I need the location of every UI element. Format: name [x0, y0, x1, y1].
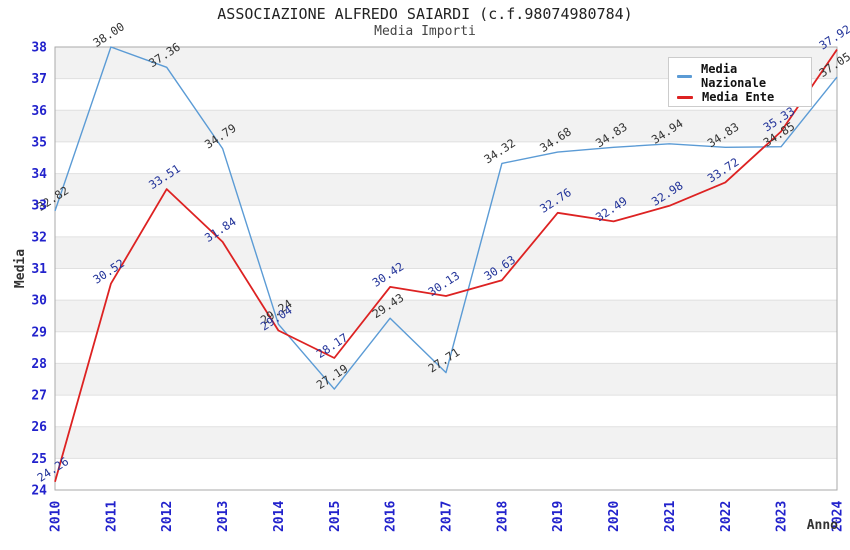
x-tick-label: 2019: [551, 501, 566, 532]
legend-swatch-ente-icon: [677, 95, 693, 99]
y-tick-label: 35: [31, 135, 47, 150]
y-axis-title: Media: [13, 249, 28, 288]
y-tick-label: 28: [31, 357, 47, 372]
y-tick-label: 24: [31, 484, 47, 499]
y-tick-label: 36: [31, 104, 47, 119]
x-tick-label: 2017: [440, 501, 455, 532]
x-tick-label: 2022: [719, 501, 734, 532]
x-tick-label: 2016: [384, 501, 399, 532]
y-tick-label: 25: [31, 452, 47, 467]
point-label: 30.13: [425, 268, 462, 299]
y-tick-label: 34: [31, 167, 47, 182]
x-tick-label: 2024: [831, 501, 846, 532]
legend-label-media-ente: Media Ente: [702, 90, 775, 104]
grid-band: [55, 110, 837, 142]
y-tick-label: 27: [31, 389, 47, 404]
y-tick-label: 31: [31, 262, 47, 277]
grid-band: [55, 236, 837, 269]
x-tick-label: 2021: [663, 501, 678, 532]
x-tick-label: 2023: [775, 501, 790, 532]
plot-border: [54, 46, 838, 491]
x-tick-label: 2014: [272, 501, 287, 532]
x-tick-label: 2020: [607, 501, 622, 532]
grid-band: [55, 300, 837, 332]
x-tick-label: 2013: [216, 501, 231, 532]
y-tick-label: 26: [31, 420, 47, 435]
series-line-media-nazionale: [54, 46, 838, 390]
series-line-media-ente: [54, 48, 838, 483]
legend-item-media-nazionale: Media Nazionale: [677, 62, 803, 90]
grid-band: [55, 426, 837, 459]
legend-item-media-ente: Media Ente: [677, 90, 803, 104]
x-tick-label: 2018: [495, 501, 510, 532]
chart-subtitle: Media Importi: [374, 24, 476, 39]
y-tick-label: 30: [31, 294, 47, 309]
chart-title: ASSOCIAZIONE ALFREDO SAIARDI (c.f.980749…: [217, 5, 633, 23]
y-tick-label: 37: [31, 72, 47, 87]
legend: Media Nazionale Media Ente: [668, 57, 812, 107]
y-tick-label: 32: [31, 230, 47, 245]
y-tick-label: 33: [31, 199, 47, 214]
y-tick-label: 38: [31, 41, 47, 56]
x-tick-label: 2012: [160, 501, 175, 532]
legend-swatch-nazionale-icon: [677, 74, 693, 78]
x-tick-label: 2011: [104, 501, 119, 532]
legend-label-media-nazionale: Media Nazionale: [701, 62, 767, 90]
x-tick-label: 2015: [328, 501, 343, 532]
grid-band: [55, 363, 837, 396]
x-axis-title: Anno: [807, 518, 838, 533]
y-tick-label: 29: [31, 325, 47, 340]
x-tick-label: 2010: [49, 501, 64, 532]
point-label: 38.00: [90, 19, 127, 50]
